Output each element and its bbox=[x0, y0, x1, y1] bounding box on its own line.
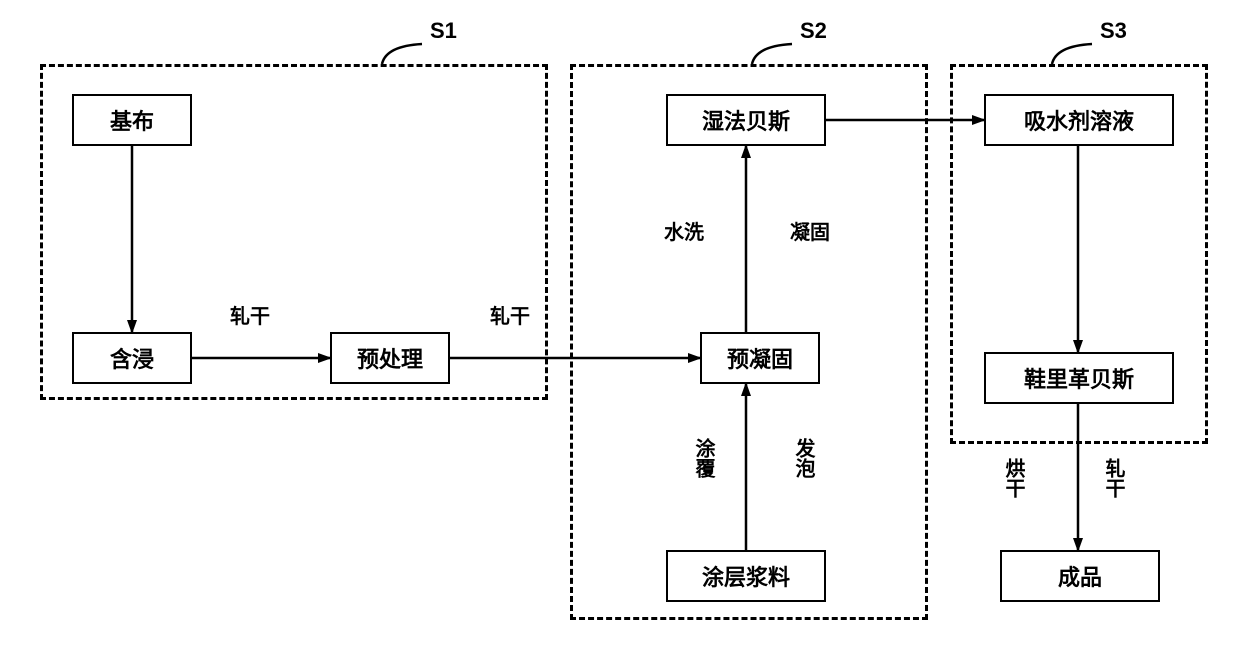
edge-label-coating: 涂覆 bbox=[690, 438, 716, 478]
node-label: 吸水剂溶液 bbox=[1024, 104, 1134, 136]
node-label: 预处理 bbox=[357, 342, 423, 374]
node-label: 湿法贝斯 bbox=[702, 104, 790, 136]
node-pretreatment: 预处理 bbox=[330, 332, 450, 384]
node-base-cloth: 基布 bbox=[72, 94, 192, 146]
edge-label-foaming: 发泡 bbox=[790, 438, 816, 478]
diagram-canvas: 基布 含浸 预处理 预凝固 涂层浆料 湿法贝斯 吸水剂溶液 鞋里革贝斯 成品 S… bbox=[0, 0, 1240, 648]
node-final-product: 成品 bbox=[1000, 550, 1160, 602]
node-label: 含浸 bbox=[110, 342, 154, 374]
edge-label-rolling-3: 轧干 bbox=[1100, 458, 1126, 498]
node-precoagulation: 预凝固 bbox=[700, 332, 820, 384]
edge-label-coagulate: 凝固 bbox=[790, 220, 830, 246]
node-label: 预凝固 bbox=[727, 342, 793, 374]
node-label: 基布 bbox=[110, 104, 154, 136]
group-label-s3: S3 bbox=[1100, 18, 1127, 44]
node-coating-slurry: 涂层浆料 bbox=[666, 550, 826, 602]
node-lining-bass: 鞋里革贝斯 bbox=[984, 352, 1174, 404]
edge-label-rolling-1: 轧干 bbox=[230, 304, 270, 330]
node-wet-bass: 湿法贝斯 bbox=[666, 94, 826, 146]
node-absorbent: 吸水剂溶液 bbox=[984, 94, 1174, 146]
node-impregnation: 含浸 bbox=[72, 332, 192, 384]
group-label-s1: S1 bbox=[430, 18, 457, 44]
node-label: 涂层浆料 bbox=[702, 560, 790, 592]
node-label: 成品 bbox=[1058, 560, 1102, 592]
edge-label-washing: 水洗 bbox=[664, 220, 704, 246]
edge-label-rolling-2: 轧干 bbox=[490, 304, 530, 330]
group-label-s2: S2 bbox=[800, 18, 827, 44]
node-label: 鞋里革贝斯 bbox=[1024, 362, 1134, 394]
edge-label-drying: 烘干 bbox=[1000, 458, 1026, 498]
